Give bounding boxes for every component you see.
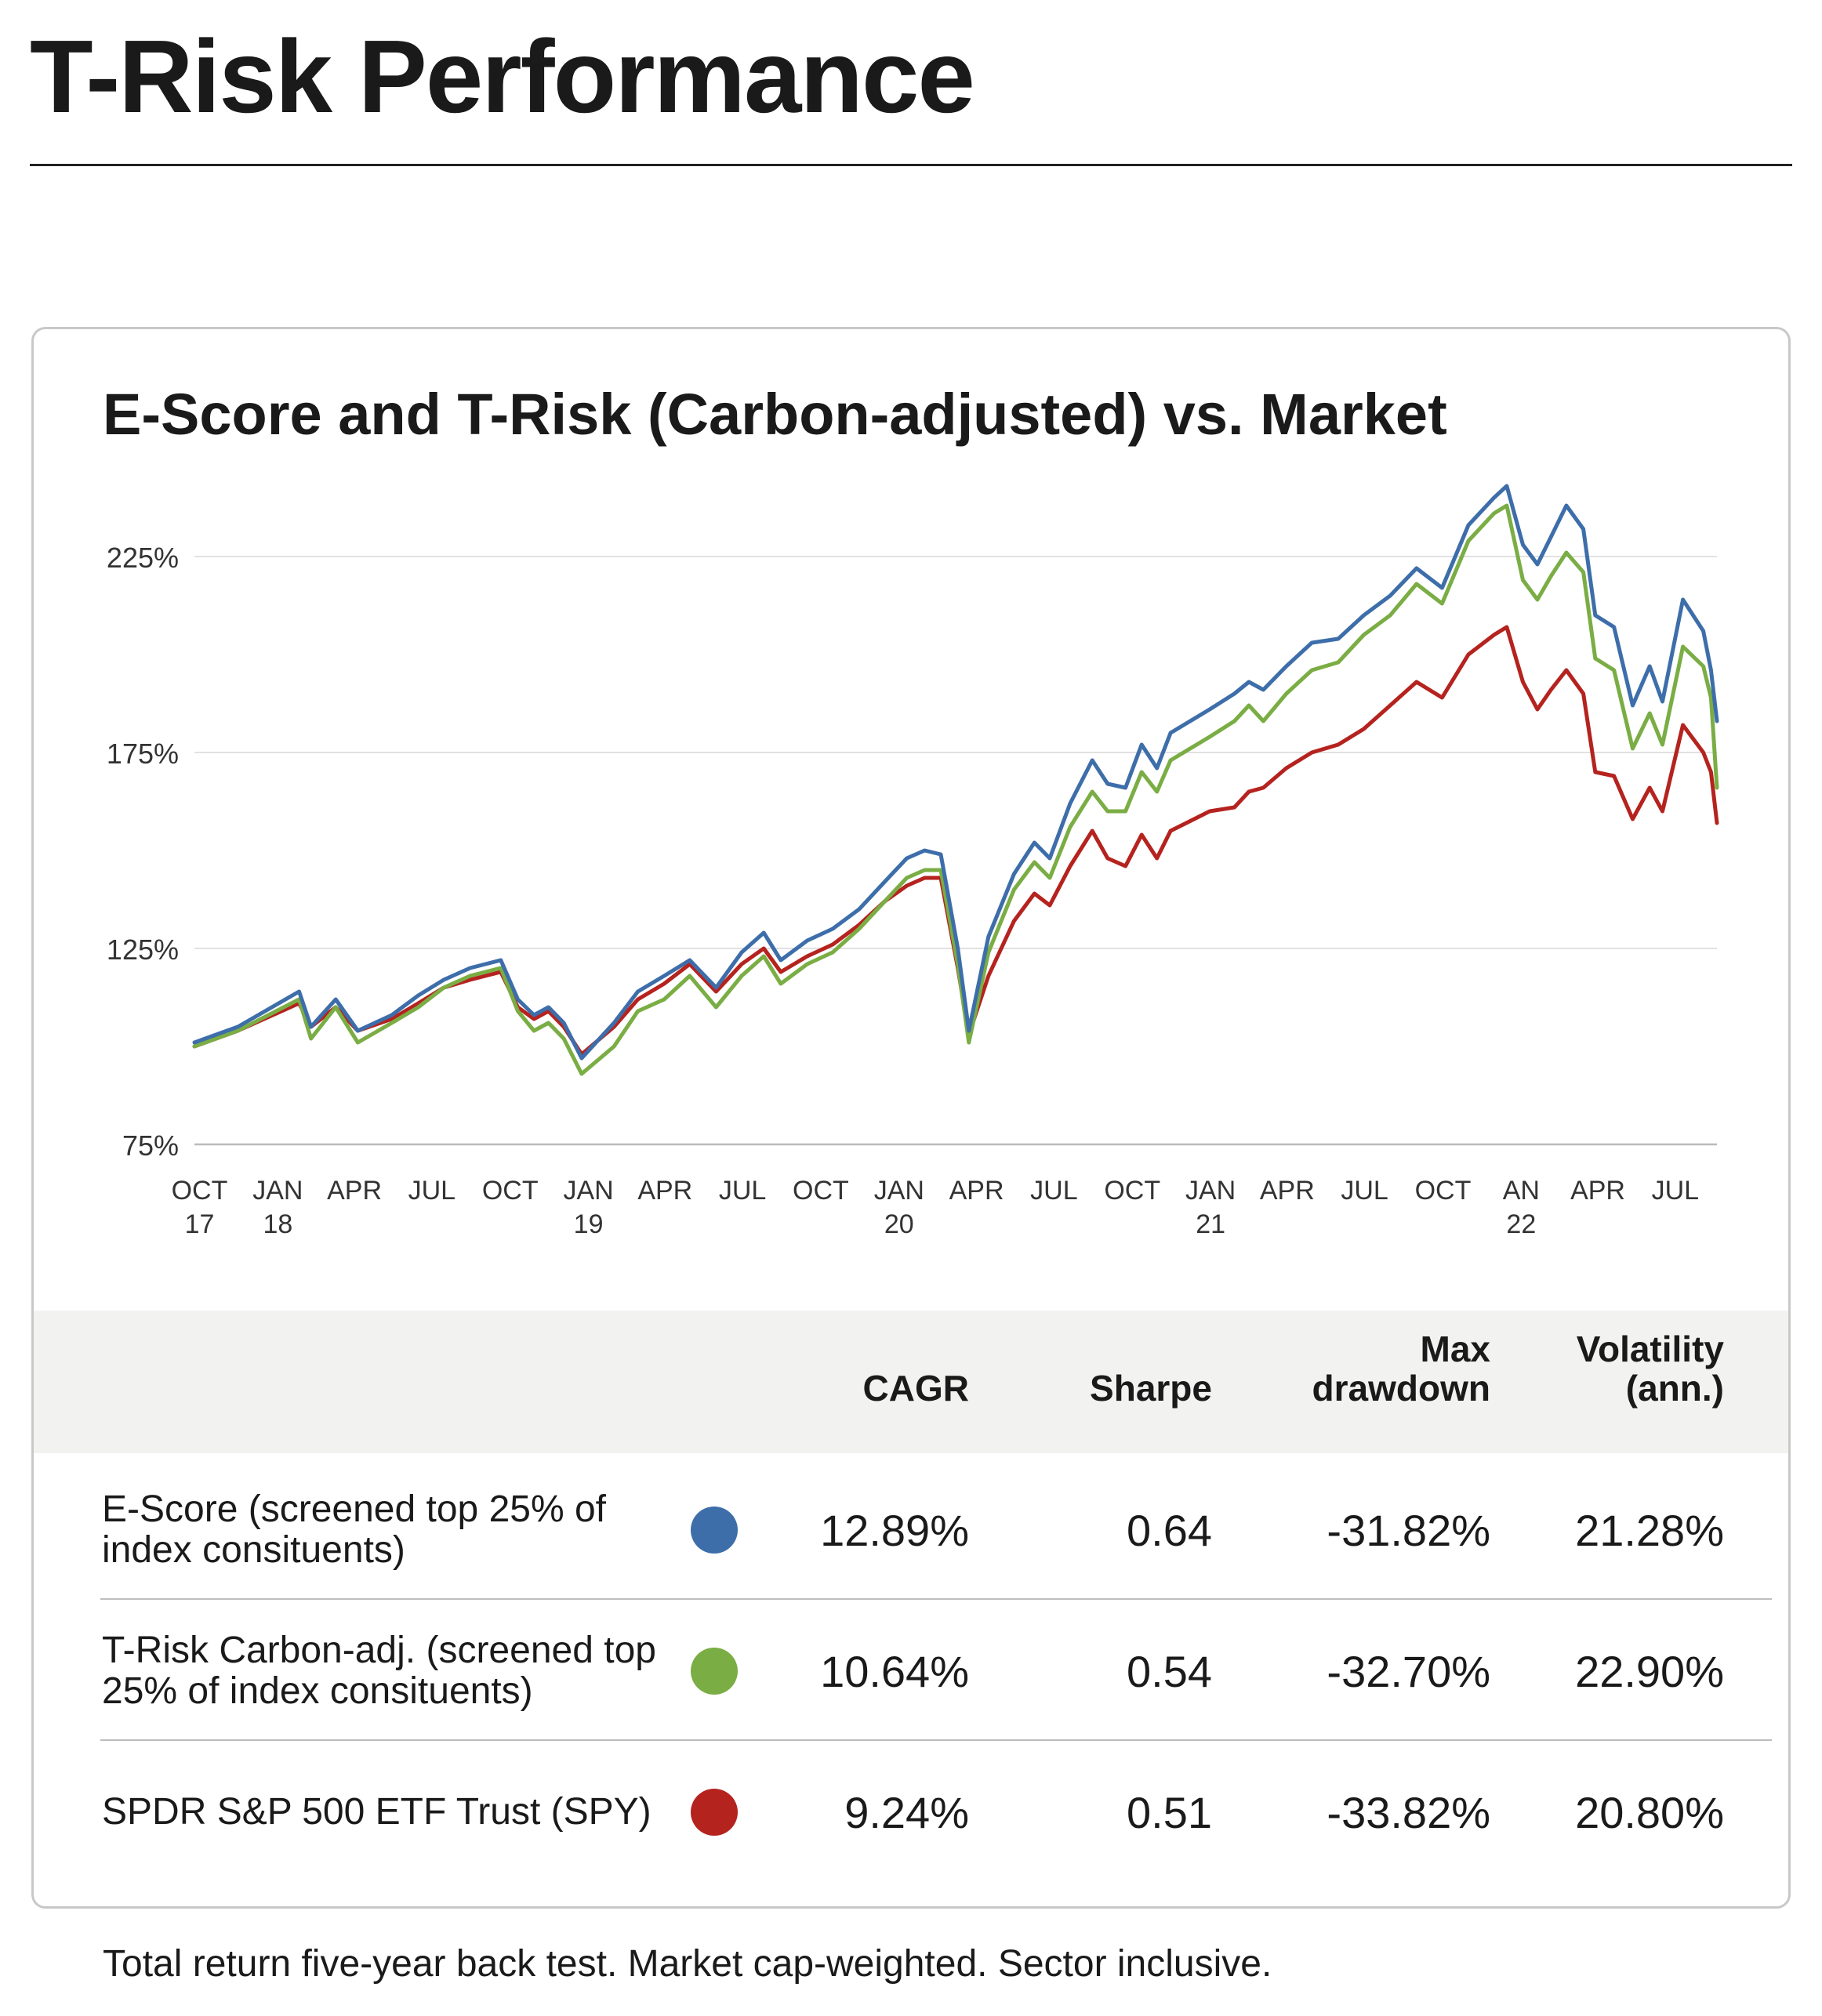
header-volatility: Volatility (ann.) [1576, 1329, 1724, 1409]
x-tick-label: JAN [563, 1176, 613, 1206]
header-sharpe: Sharpe [1090, 1368, 1212, 1409]
series-line [192, 625, 1719, 1057]
row-label: E-Score (screened top 25% of index consi… [102, 1488, 607, 1571]
sharpe-value: 0.51 [1127, 1787, 1212, 1837]
chart-title: E-Score and T-Risk (Carbon-adjusted) vs.… [103, 382, 1447, 447]
x-tick-label: APR [949, 1176, 1004, 1206]
x-tick-label: OCT [482, 1176, 539, 1206]
performance-card: E-Score and T-Risk (Carbon-adjusted) vs.… [31, 327, 1791, 1909]
x-tick-label: APR [327, 1176, 382, 1206]
x-tick-label: AN [1503, 1176, 1540, 1206]
table-header: CAGR Sharpe Max drawdown Volatility (ann… [34, 1311, 1788, 1453]
volatility-value: 22.90% [1575, 1646, 1724, 1696]
x-tick-label: OCT [172, 1176, 228, 1206]
x-tick-label: JUL [1030, 1176, 1077, 1206]
y-tick-label: 75% [122, 1129, 179, 1162]
cagr-value: 12.89% [820, 1505, 969, 1555]
row-label: SPDR S&P 500 ETF Trust (SPY) [102, 1791, 651, 1833]
y-tick-label: 225% [107, 542, 179, 574]
x-tick-label: 20 [884, 1209, 914, 1239]
x-tick-label: APR [1570, 1176, 1625, 1206]
title-divider [30, 164, 1792, 166]
volatility-value: 20.80% [1575, 1787, 1724, 1837]
max-drawdown-value: -31.82% [1327, 1505, 1490, 1555]
x-tick-label: JUL [1341, 1176, 1388, 1206]
header-cagr: CAGR [862, 1368, 969, 1409]
table-row-t-risk: T-Risk Carbon-adj. (screened top 25% of … [34, 1601, 1788, 1742]
x-tick-label: JAN [874, 1176, 924, 1206]
row-divider [100, 1598, 1772, 1600]
footnote: Total return five-year back test. Market… [103, 1943, 1272, 1985]
x-tick-label: 22 [1506, 1209, 1536, 1239]
page-title: T-Risk Performance [30, 19, 975, 134]
x-tick-label: JUL [408, 1176, 456, 1206]
sharpe-value: 0.64 [1127, 1505, 1212, 1555]
header-max-drawdown: Max drawdown [1312, 1329, 1490, 1409]
y-tick-label: 175% [107, 738, 179, 770]
x-tick-label: JAN [1185, 1176, 1236, 1206]
x-tick-label: 21 [1196, 1209, 1225, 1239]
x-tick-label: 19 [574, 1209, 604, 1239]
series-line [192, 484, 1719, 1061]
x-tick-label: OCT [1415, 1176, 1472, 1206]
x-tick-label: OCT [793, 1176, 849, 1206]
x-tick-label: APR [637, 1176, 692, 1206]
x-tick-label: JUL [1652, 1176, 1699, 1206]
table-row-e-score: E-Score (screened top 25% of index consi… [34, 1459, 1788, 1601]
max-drawdown-value: -32.70% [1327, 1646, 1490, 1696]
volatility-value: 21.28% [1575, 1505, 1724, 1555]
x-tick-label: 18 [263, 1209, 292, 1239]
x-tick-label: JAN [252, 1176, 303, 1206]
row-divider [100, 1739, 1772, 1741]
y-tick-label: 125% [107, 934, 179, 966]
cagr-value: 10.64% [820, 1646, 969, 1696]
cagr-value: 9.24% [844, 1787, 969, 1837]
table-row-spy: SPDR S&P 500 ETF Trust (SPY) 9.24% 0.51 … [34, 1742, 1788, 1883]
sharpe-value: 0.54 [1127, 1646, 1212, 1696]
series-color-dot [691, 1789, 738, 1836]
x-tick-label: 17 [185, 1209, 215, 1239]
x-tick-label: JUL [719, 1176, 766, 1206]
max-drawdown-value: -33.82% [1327, 1787, 1490, 1837]
series-color-dot [691, 1507, 738, 1554]
x-tick-label: APR [1260, 1176, 1315, 1206]
row-label: T-Risk Carbon-adj. (screened top 25% of … [102, 1630, 656, 1712]
series-line [192, 503, 1719, 1076]
series-color-dot [691, 1648, 738, 1695]
x-tick-label: OCT [1104, 1176, 1160, 1206]
